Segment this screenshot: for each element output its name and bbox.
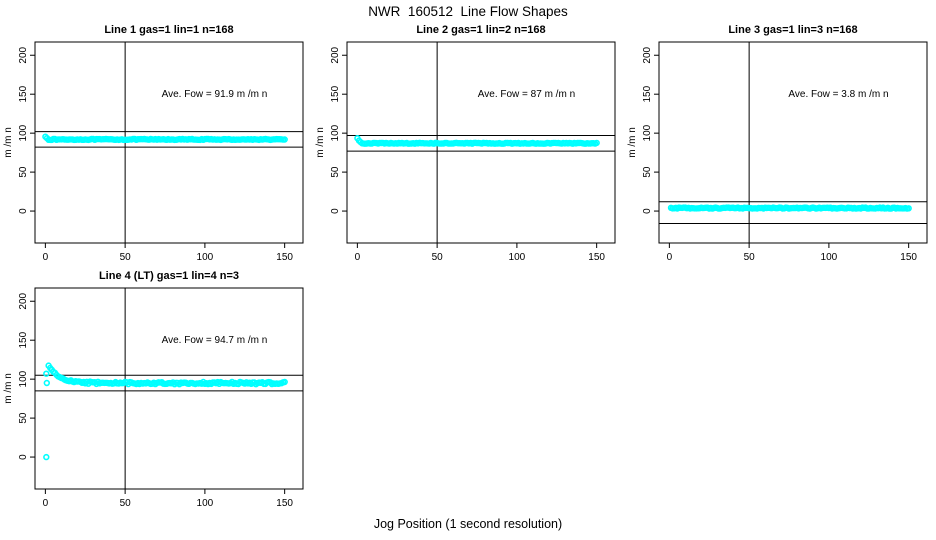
x-tick-label: 150 bbox=[588, 252, 605, 263]
y-tick-label: 200 bbox=[18, 46, 29, 63]
x-tick-label: 150 bbox=[276, 252, 293, 263]
x-tick-label: 0 bbox=[667, 252, 673, 263]
subplot-2: 0 50 100 150 0 50 100 150 200 m /m n Ave. Fow = 87… bbox=[315, 41, 616, 263]
data-points-line-3 bbox=[667, 204, 912, 212]
y-tick-label: 100 bbox=[18, 124, 29, 141]
x-tick-label: 100 bbox=[197, 252, 214, 263]
data-point bbox=[43, 379, 50, 387]
data-points-line-1 bbox=[42, 133, 288, 144]
data-point bbox=[281, 378, 288, 386]
y-tick-label: 100 bbox=[330, 124, 341, 141]
plot-box bbox=[34, 41, 304, 244]
y-tick-label: 200 bbox=[18, 292, 29, 309]
data-points-line-4 bbox=[43, 362, 288, 461]
y-axis-label: m /m n bbox=[3, 127, 14, 158]
ave-flow-annotation: Ave. Fow = 3.8 m /m n bbox=[788, 89, 888, 100]
x-tick-label: 50 bbox=[432, 252, 444, 263]
x-tick-label: 50 bbox=[120, 498, 132, 509]
subplot-3: 0 50 100 150 0 50 100 150 200 m /m n Ave. Fow = 3.… bbox=[627, 41, 928, 263]
ave-flow-annotation: Ave. Fow = 87 m /m n bbox=[478, 89, 575, 100]
y-axis-label: m /m n bbox=[627, 127, 638, 158]
y-tick-label: 50 bbox=[18, 166, 29, 178]
y-tick-label: 150 bbox=[330, 85, 341, 102]
data-point bbox=[43, 453, 50, 461]
data-point bbox=[281, 136, 288, 143]
y-tick-label: 150 bbox=[642, 85, 653, 102]
subplot-2-title: Line 2 gas=1 lin=2 n=168 bbox=[416, 24, 546, 36]
x-tick-label: 0 bbox=[43, 498, 49, 509]
y-axis-label: m /m n bbox=[315, 127, 326, 158]
y-tick-label: 0 bbox=[18, 208, 29, 214]
ave-flow-annotation: Ave. Fow = 91.9 m /m n bbox=[162, 89, 268, 100]
subplot-4-title: Line 4 (LT) gas=1 lin=4 n=3 bbox=[98, 270, 240, 282]
y-tick-label: 150 bbox=[18, 85, 29, 102]
x-tick-label: 0 bbox=[43, 252, 49, 263]
y-tick-label: 50 bbox=[642, 166, 653, 178]
y-tick-label: 200 bbox=[642, 46, 653, 63]
y-tick-label: 0 bbox=[642, 208, 653, 214]
x-axis-label: Jog Position (1 second resolution) bbox=[373, 517, 563, 531]
plot-box bbox=[34, 287, 304, 490]
x-tick-label: 50 bbox=[744, 252, 756, 263]
plot-box bbox=[346, 41, 616, 244]
y-tick-label: 200 bbox=[330, 46, 341, 63]
data-point bbox=[593, 139, 600, 147]
x-tick-label: 0 bbox=[355, 252, 361, 263]
x-tick-label: 150 bbox=[900, 252, 917, 263]
subplot-1-title: Line 1 gas=1 lin=1 n=168 bbox=[104, 24, 234, 36]
subplot-1: 0 50 100 150 0 50 100 150 200 m /m n Ave. Fow = 91… bbox=[3, 41, 304, 263]
y-tick-label: 50 bbox=[330, 166, 341, 178]
y-tick-label: 100 bbox=[642, 124, 653, 141]
data-point bbox=[905, 205, 912, 212]
x-tick-label: 100 bbox=[197, 498, 214, 509]
x-tick-label: 150 bbox=[276, 498, 293, 509]
data-point bbox=[43, 370, 50, 377]
x-tick-label: 50 bbox=[120, 252, 132, 263]
ave-flow-annotation: Ave. Fow = 94.7 m /m n bbox=[162, 335, 268, 346]
y-tick-label: 100 bbox=[18, 370, 29, 387]
y-tick-label: 150 bbox=[18, 331, 29, 348]
y-axis-label: m /m n bbox=[3, 373, 14, 404]
x-tick-label: 100 bbox=[509, 252, 526, 263]
main-title: NWR 160512 Line Flow Shapes bbox=[368, 4, 568, 19]
data-points-line-2 bbox=[354, 135, 600, 147]
y-tick-label: 0 bbox=[330, 208, 341, 214]
x-tick-label: 100 bbox=[821, 252, 838, 263]
y-tick-label: 0 bbox=[18, 454, 29, 460]
subplot-4: 0 50 100 150 0 50 100 150 200 m /m n Ave. Fow = 94… bbox=[3, 287, 304, 509]
plot-box bbox=[658, 41, 928, 244]
y-tick-label: 50 bbox=[18, 412, 29, 424]
subplot-3-title: Line 3 gas=1 lin=3 n=168 bbox=[728, 24, 858, 36]
